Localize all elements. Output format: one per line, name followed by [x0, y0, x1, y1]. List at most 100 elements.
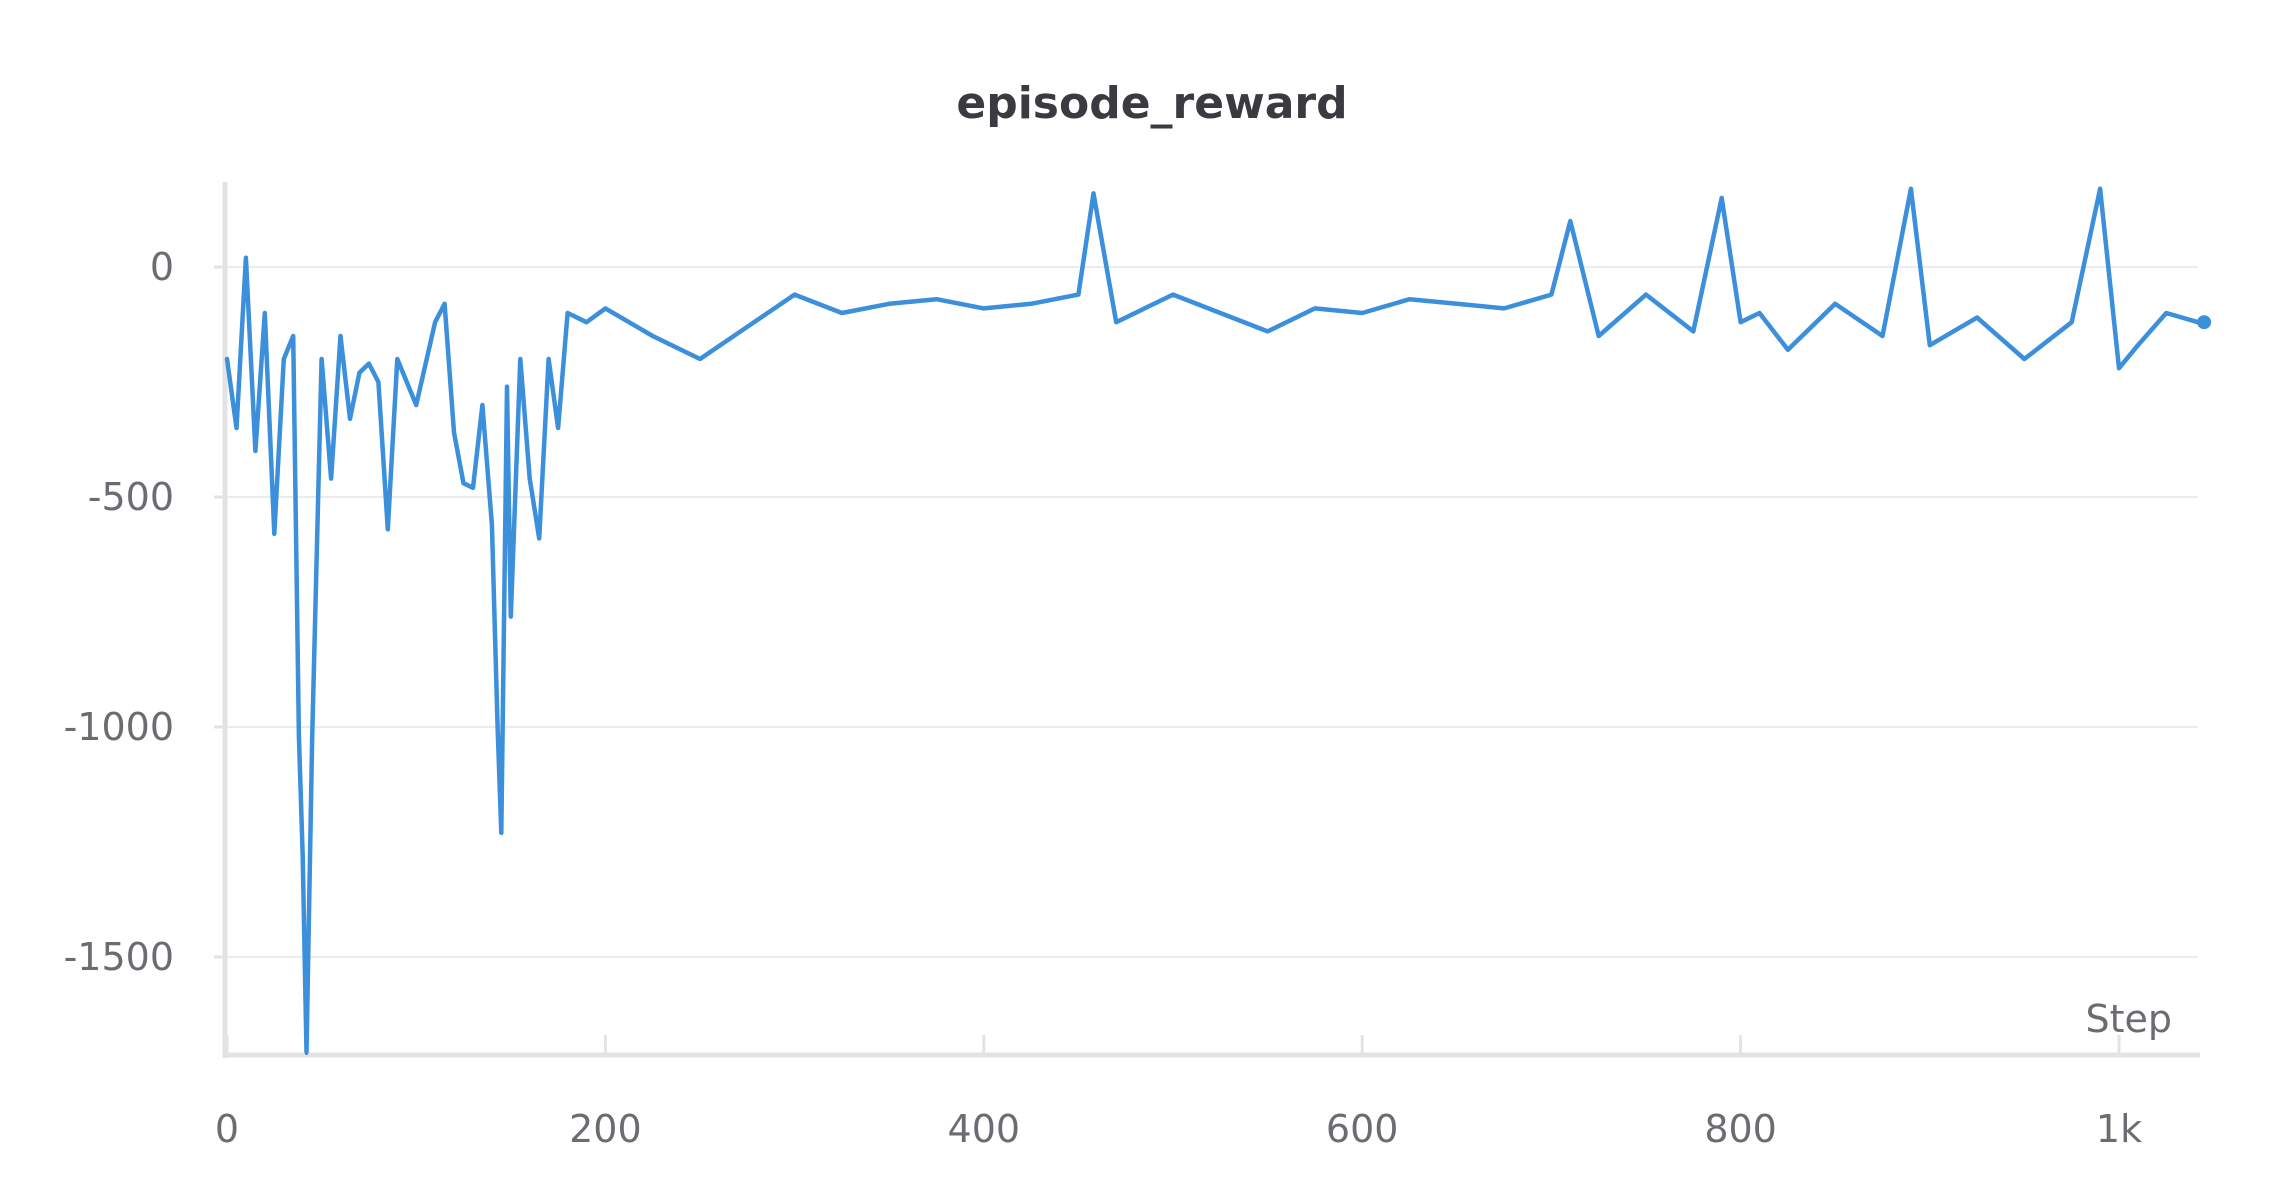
data-point: [887, 302, 891, 306]
x-tick-label: 600: [1326, 1107, 1399, 1151]
data-point: [480, 403, 484, 407]
data-point: [253, 449, 257, 453]
series-layer: [224, 186, 2212, 1056]
data-point: [490, 523, 494, 527]
data-point: [357, 371, 361, 375]
data-point: [935, 297, 938, 301]
data-point: [566, 311, 570, 315]
data-point: [537, 536, 541, 540]
data-point: [840, 311, 844, 315]
data-point: [452, 431, 456, 435]
data-point: [1076, 293, 1080, 297]
y-tick-label: 0: [150, 245, 174, 289]
data-point: [339, 334, 342, 338]
data-point: [1644, 293, 1648, 297]
gridlines: [227, 266, 2198, 958]
data-point: [1502, 306, 1506, 310]
x-tick-label: 400: [948, 1107, 1021, 1151]
data-point: [443, 302, 447, 306]
data-point: [509, 615, 513, 619]
data-point: [1833, 302, 1837, 306]
data-point: [1029, 302, 1033, 306]
data-point: [1568, 219, 1572, 223]
data-point: [698, 357, 702, 361]
data-point: [1266, 329, 1270, 333]
data-point: [1758, 311, 1761, 315]
y-tick-label: -1000: [64, 705, 174, 749]
data-point: [547, 357, 551, 361]
data-point: [225, 357, 229, 361]
data-point: [414, 403, 418, 407]
series-end-marker: [2197, 315, 2212, 330]
data-point: [471, 486, 475, 490]
data-point: [329, 477, 333, 481]
data-point: [376, 380, 380, 384]
data-point: [272, 532, 276, 536]
data-point: [291, 334, 295, 338]
data-point: [1313, 306, 1317, 310]
data-point: [348, 417, 352, 421]
data-point: [297, 734, 301, 738]
data-point: [2098, 187, 2102, 191]
data-point: [1597, 334, 1601, 338]
data-point: [2022, 357, 2026, 361]
series-line: [224, 186, 2201, 1055]
y-ticks: 0 -500 -1000 -1500: [64, 245, 225, 979]
data-point: [2136, 343, 2140, 347]
x-tick-label: 200: [569, 1107, 642, 1151]
x-tick-label: 1k: [2096, 1107, 2142, 1151]
data-point: [1360, 311, 1364, 315]
data-point: [320, 357, 324, 361]
data-point: [1218, 311, 1222, 315]
data-point: [793, 293, 797, 297]
data-point: [310, 739, 314, 743]
axes: [222, 182, 2200, 1058]
chart-title: episode_reward: [956, 78, 1347, 129]
data-point: [367, 362, 371, 366]
data-point: [518, 357, 522, 361]
data-point: [1975, 316, 1979, 320]
data-point: [603, 306, 607, 310]
data-point: [395, 357, 399, 361]
data-point: [2117, 366, 2121, 370]
data-point: [651, 334, 655, 338]
x-tick-label: 0: [215, 1107, 239, 1151]
data-point: [2164, 311, 2168, 315]
y-tick-label: -1500: [64, 935, 174, 979]
data-point: [433, 320, 437, 324]
data-point: [386, 527, 390, 531]
y-tick-label: -500: [88, 475, 174, 519]
data-point: [496, 725, 500, 729]
data-point: [556, 426, 560, 430]
x-ticks: 0 200 400 600 800 1k: [215, 1035, 2142, 1151]
data-point: [499, 831, 503, 835]
data-point: [1720, 196, 1724, 200]
data-point: [263, 311, 267, 315]
data-point: [282, 357, 286, 361]
data-point: [235, 426, 238, 430]
data-point: [1739, 320, 1743, 324]
data-point: [1549, 293, 1553, 297]
x-axis-title: Step: [2085, 997, 2172, 1041]
x-tick-label: 800: [1704, 1107, 1777, 1151]
data-point: [1092, 191, 1095, 195]
data-point: [1786, 348, 1790, 352]
data-point: [1909, 187, 1913, 191]
data-point: [462, 481, 465, 485]
data-point: [1408, 297, 1411, 301]
data-point: [244, 256, 248, 260]
data-point: [528, 477, 532, 481]
data-point: [1928, 343, 1932, 347]
data-point: [505, 385, 509, 389]
data-point: [305, 1052, 308, 1056]
data-point: [745, 325, 749, 329]
data-point: [1455, 302, 1459, 306]
data-point: [301, 854, 305, 858]
data-point: [1881, 334, 1884, 338]
data-point: [585, 320, 588, 324]
data-point: [1114, 320, 1118, 324]
data-point: [1171, 293, 1175, 297]
data-point: [982, 306, 986, 310]
